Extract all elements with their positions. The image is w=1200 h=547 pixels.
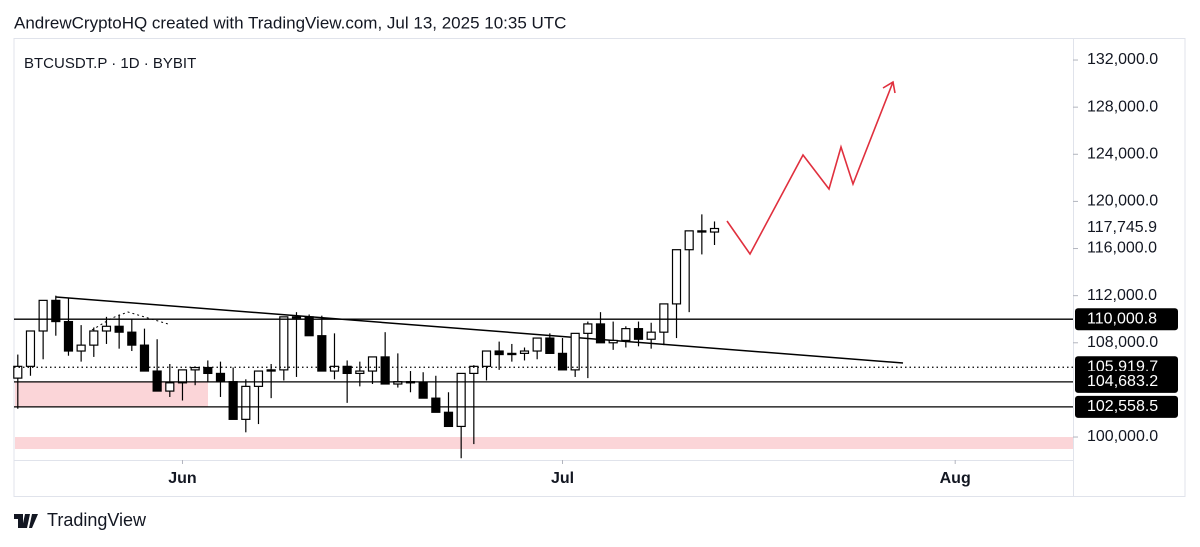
- candle-body: [671, 249, 682, 305]
- candle-body: [152, 370, 162, 392]
- level-label: 110,000.8: [1087, 310, 1157, 327]
- y-tick-label: 132,000.0: [1087, 51, 1158, 68]
- candle-body: [89, 330, 99, 346]
- candle-body: [203, 366, 213, 375]
- trend-line: [55, 296, 904, 364]
- y-tick-label: 120,000.0: [1087, 193, 1158, 210]
- header-credit: AndrewCryptoHQ created with TradingView.…: [14, 13, 566, 32]
- candle-body: [494, 350, 504, 356]
- level-label: 117,745.9: [1087, 219, 1157, 236]
- candle-body: [595, 323, 606, 344]
- footer-brand: TradingView: [47, 510, 147, 530]
- candle-body: [228, 381, 238, 420]
- candle-body: [367, 356, 378, 372]
- candle-body: [380, 356, 390, 385]
- candle-body: [507, 352, 517, 356]
- support-zone: [15, 437, 1073, 450]
- level-label: 102,558.5: [1087, 398, 1158, 415]
- candle-body: [13, 365, 23, 379]
- candle-body: [684, 230, 694, 251]
- candle-body: [279, 316, 289, 371]
- symbol-title: BTCUSDT.P · 1D · BYBIT: [24, 55, 196, 72]
- y-tick-label: 116,000.0: [1087, 240, 1157, 257]
- candle-body: [431, 397, 441, 413]
- candle-body: [139, 344, 150, 372]
- candle-body: [532, 337, 542, 352]
- candle-body: [545, 337, 555, 354]
- candle-body: [127, 331, 137, 346]
- candle-body: [519, 350, 530, 354]
- logo: [14, 514, 38, 528]
- candle-body: [114, 325, 124, 333]
- y-tick-label: 108,000.0: [1087, 334, 1158, 351]
- candle-body: [355, 370, 365, 375]
- candle-body: [165, 382, 175, 392]
- chart-frame: [13, 38, 1186, 497]
- x-tick-label: Jun: [168, 470, 196, 487]
- candle-body: [215, 372, 226, 383]
- level-label-box: [1075, 308, 1178, 331]
- candle-body: [101, 325, 112, 332]
- candle-body: [583, 323, 593, 334]
- candle-body: [51, 299, 61, 323]
- candle-body: [697, 230, 707, 233]
- level-label: 104,683.2: [1087, 373, 1158, 390]
- candle-body: [76, 344, 86, 352]
- y-tick-label: 124,000.0: [1087, 145, 1158, 162]
- x-tick-label: Jul: [551, 470, 574, 487]
- level-label-box: [1075, 395, 1178, 418]
- candle-body: [456, 372, 466, 428]
- level-label-box: [1075, 370, 1178, 393]
- candle-body: [241, 385, 251, 420]
- candle-body: [709, 227, 720, 233]
- candle-body: [443, 411, 454, 428]
- candle-body: [469, 365, 479, 375]
- y-tick-label: 128,000.0: [1087, 98, 1158, 115]
- candle-body: [317, 335, 327, 372]
- candle-body: [25, 330, 36, 367]
- candle-body: [659, 303, 669, 333]
- candle-body: [63, 320, 74, 352]
- candle-body: [342, 365, 352, 375]
- candle-body: [481, 350, 492, 367]
- candle-body: [608, 339, 618, 344]
- pattern-line: [91, 311, 169, 331]
- x-tick-label: Aug: [940, 470, 971, 487]
- y-tick-label: 112,000.0: [1087, 287, 1157, 304]
- candle-body: [177, 369, 188, 384]
- candle-body: [38, 299, 48, 332]
- forecast-arrowhead: [882, 80, 896, 94]
- candle-body: [557, 352, 568, 371]
- candle-body: [621, 328, 631, 342]
- candle-body: [646, 331, 656, 340]
- candle-body: [570, 332, 580, 371]
- candle-body: [418, 382, 428, 399]
- forecast-path: [726, 81, 894, 256]
- candle-body: [304, 316, 314, 337]
- candle-body: [329, 365, 340, 372]
- candle-body: [266, 369, 276, 372]
- support-zone: [15, 381, 208, 407]
- y-tick-label: 100,000.0: [1087, 428, 1158, 445]
- candle-body: [253, 370, 264, 387]
- candle-body: [291, 316, 302, 319]
- candle-body: [633, 328, 644, 340]
